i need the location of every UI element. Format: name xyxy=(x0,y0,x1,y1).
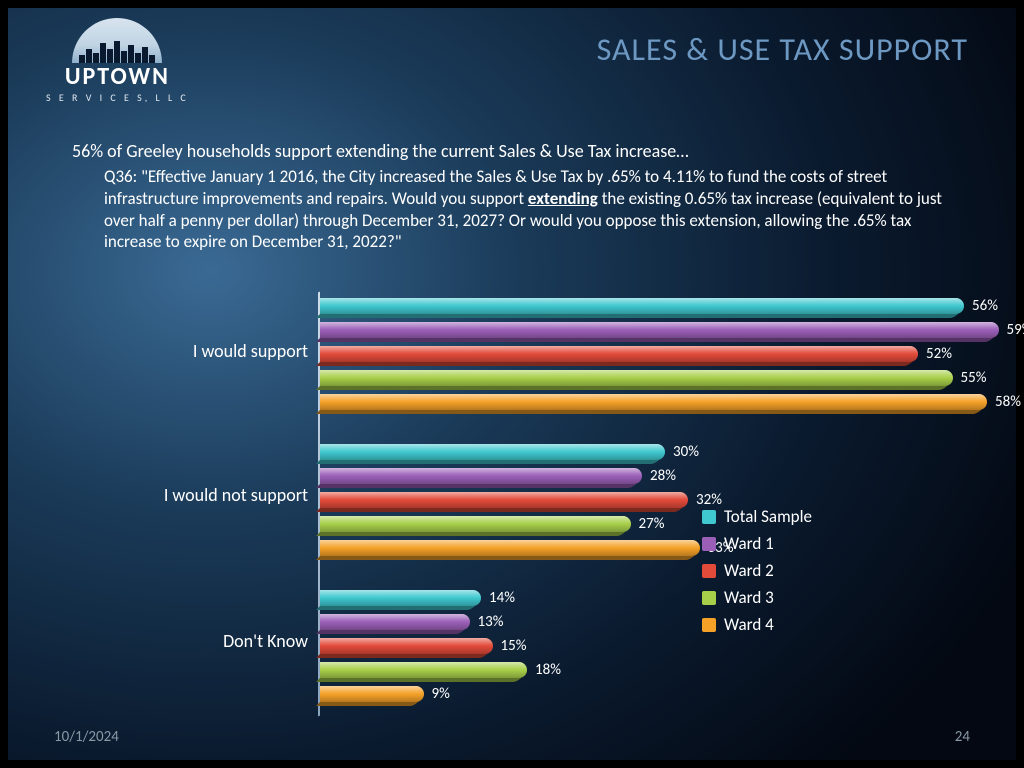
legend-label: Total Sample xyxy=(724,506,812,527)
chart-legend: Total Sample Ward 1 Ward 2 Ward 3 Ward 4 xyxy=(702,506,812,641)
bar-chart: I would support56%59%52%55%58%I would no… xyxy=(118,298,968,718)
bar-value-label: 13% xyxy=(478,613,504,631)
bar-value-label: 52% xyxy=(926,345,952,363)
bar-value-label: 14% xyxy=(489,589,515,607)
bar-value-label: 9% xyxy=(432,685,450,703)
bar-value-label: 28% xyxy=(650,467,676,485)
bar xyxy=(320,662,527,678)
question-text: Q36: "Effective January 1 2016, the City… xyxy=(104,166,954,253)
bar xyxy=(320,590,481,606)
footer-date: 10/1/2024 xyxy=(54,728,119,746)
legend-item: Ward 4 xyxy=(702,614,812,635)
legend-swatch xyxy=(702,618,716,632)
question-bold-word: extending xyxy=(528,188,598,209)
category-label: I would support xyxy=(118,340,308,362)
footer-page-number: 24 xyxy=(955,728,970,746)
question-intro: 56% of Greeley households support extend… xyxy=(72,140,952,162)
bar-value-label: 55% xyxy=(961,369,987,387)
bar xyxy=(320,686,424,702)
legend-label: Ward 2 xyxy=(724,560,774,581)
bar xyxy=(320,444,665,460)
bar-value-label: 56% xyxy=(972,297,998,315)
logo-arc xyxy=(72,18,162,63)
bar xyxy=(320,638,493,654)
legend-label: Ward 3 xyxy=(724,587,774,608)
bar xyxy=(320,394,987,410)
company-logo: UPTOWN S E R V I C E S, L L C xyxy=(46,18,189,104)
bar xyxy=(320,516,631,532)
legend-swatch xyxy=(702,591,716,605)
legend-swatch xyxy=(702,564,716,578)
bar xyxy=(320,370,953,386)
legend-swatch xyxy=(702,510,716,524)
bar xyxy=(320,614,470,630)
legend-swatch xyxy=(702,537,716,551)
slide: UPTOWN S E R V I C E S, L L C SALES & US… xyxy=(8,8,1016,760)
legend-item: Ward 1 xyxy=(702,533,812,554)
legend-item: Total Sample xyxy=(702,506,812,527)
bar xyxy=(320,322,999,338)
bar-value-label: 30% xyxy=(673,443,699,461)
legend-item: Ward 2 xyxy=(702,560,812,581)
bar xyxy=(320,298,964,314)
category-label: I would not support xyxy=(118,484,308,506)
bar-value-label: 58% xyxy=(995,393,1021,411)
legend-label: Ward 1 xyxy=(724,533,774,554)
logo-text-sub: S E R V I C E S, L L C xyxy=(46,91,189,104)
bar xyxy=(320,346,918,362)
slide-title: SALES & USE TAX SUPPORT xyxy=(597,30,968,69)
bar-value-label: 59% xyxy=(1007,321,1024,339)
legend-item: Ward 3 xyxy=(702,587,812,608)
category-label: Don't Know xyxy=(118,630,308,652)
bar-value-label: 18% xyxy=(535,661,561,679)
bar xyxy=(320,540,700,556)
bar-value-label: 27% xyxy=(639,515,665,533)
bar-value-label: 15% xyxy=(501,637,527,655)
legend-label: Ward 4 xyxy=(724,614,774,635)
logo-text-main: UPTOWN xyxy=(46,65,189,89)
bar xyxy=(320,468,642,484)
bar xyxy=(320,492,688,508)
